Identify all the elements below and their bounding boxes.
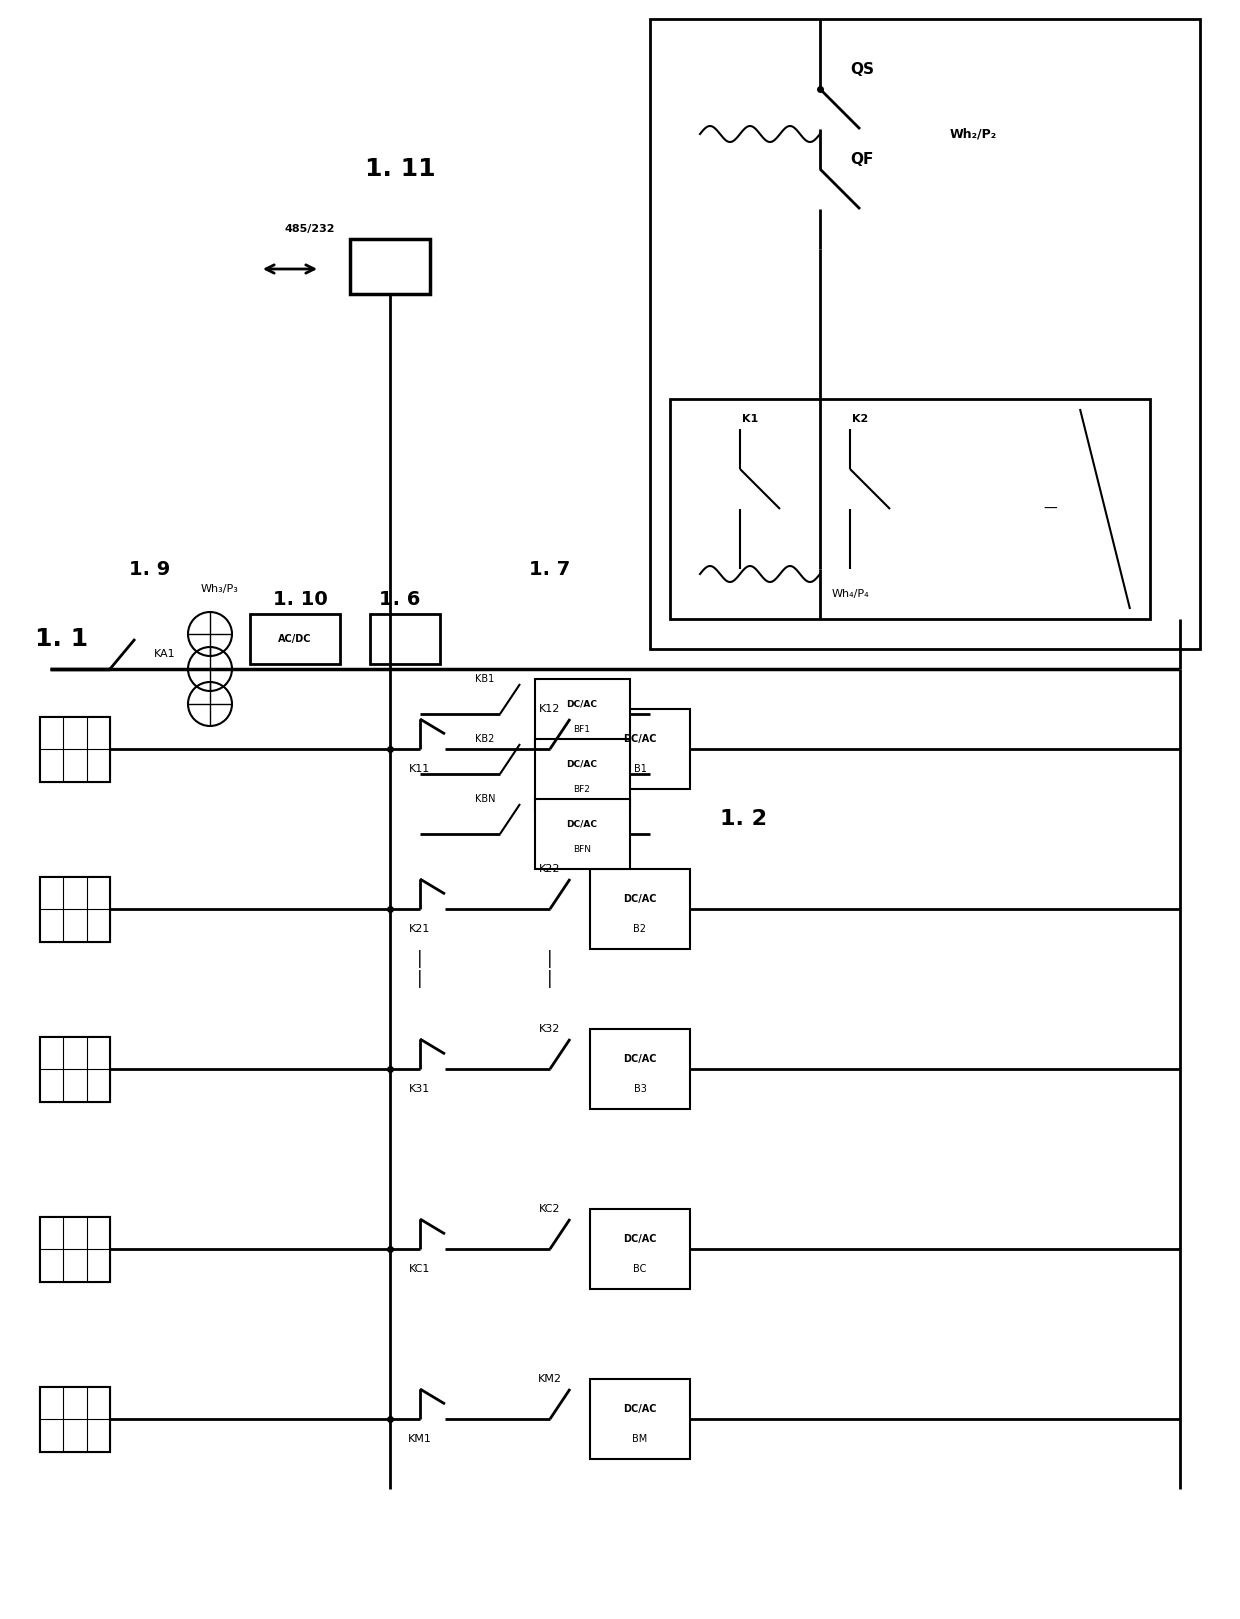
- Text: B2: B2: [634, 924, 646, 934]
- Bar: [40, 1216, 110, 1282]
- Text: DC/AC: DC/AC: [624, 1404, 657, 1413]
- Text: BFN: BFN: [573, 845, 591, 853]
- Text: |: |: [547, 970, 553, 988]
- Text: KB1: KB1: [475, 674, 495, 683]
- Bar: [350, 240, 430, 295]
- Text: QS: QS: [849, 62, 874, 76]
- Text: DC/AC: DC/AC: [624, 1054, 657, 1064]
- Bar: [590, 709, 689, 788]
- Text: K11: K11: [409, 764, 430, 774]
- Bar: [40, 717, 110, 782]
- Text: K22: K22: [539, 865, 560, 874]
- Text: —: —: [1043, 502, 1056, 516]
- Bar: [370, 614, 440, 664]
- Text: DC/AC: DC/AC: [567, 819, 598, 829]
- Text: 1. 2: 1. 2: [720, 810, 768, 829]
- Text: 1. 10: 1. 10: [273, 589, 327, 609]
- Bar: [590, 1030, 689, 1109]
- Text: KB2: KB2: [475, 733, 495, 745]
- Text: DC/AC: DC/AC: [624, 894, 657, 903]
- Text: |: |: [417, 950, 423, 968]
- Text: 1. 11: 1. 11: [365, 157, 435, 181]
- Text: 1. 9: 1. 9: [129, 560, 171, 578]
- Text: 485/232: 485/232: [285, 223, 335, 235]
- Bar: [590, 1379, 689, 1459]
- Text: Wh₄/P₄: Wh₄/P₄: [831, 589, 869, 599]
- Bar: [40, 717, 110, 782]
- Text: DC/AC: DC/AC: [624, 1234, 657, 1243]
- Bar: [40, 876, 110, 942]
- Text: K21: K21: [409, 924, 430, 934]
- Bar: [40, 1036, 110, 1101]
- Text: Wh₃/P₃: Wh₃/P₃: [201, 584, 239, 594]
- Bar: [40, 1036, 110, 1101]
- Text: K1: K1: [742, 414, 758, 424]
- Bar: [670, 398, 1149, 618]
- Text: QF: QF: [849, 152, 873, 167]
- Bar: [650, 19, 1200, 649]
- Bar: [590, 1209, 689, 1289]
- Text: |: |: [417, 970, 423, 988]
- Text: KM2: KM2: [538, 1375, 562, 1384]
- Text: KA1: KA1: [154, 649, 176, 659]
- Text: AC/DC: AC/DC: [278, 635, 311, 644]
- Text: BM: BM: [632, 1434, 647, 1444]
- Bar: [40, 1216, 110, 1282]
- Bar: [40, 876, 110, 942]
- Bar: [40, 1386, 110, 1452]
- Text: K2: K2: [852, 414, 868, 424]
- Text: 1. 1: 1. 1: [35, 627, 88, 651]
- Text: BF2: BF2: [574, 785, 590, 793]
- Text: K12: K12: [539, 704, 560, 714]
- Text: KBN: KBN: [475, 793, 495, 805]
- Text: BC: BC: [634, 1264, 647, 1274]
- Bar: [590, 869, 689, 949]
- Text: KC1: KC1: [409, 1264, 430, 1274]
- Text: Wh₂/P₂: Wh₂/P₂: [950, 128, 997, 141]
- Bar: [534, 678, 630, 750]
- Bar: [534, 738, 630, 810]
- Text: K31: K31: [409, 1085, 430, 1094]
- Bar: [40, 1386, 110, 1452]
- Text: K32: K32: [539, 1023, 560, 1035]
- Text: BF1: BF1: [573, 724, 590, 733]
- Text: 1. 7: 1. 7: [529, 560, 570, 578]
- Bar: [534, 800, 630, 869]
- Text: B1: B1: [634, 764, 646, 774]
- Text: DC/AC: DC/AC: [567, 759, 598, 769]
- Bar: [250, 614, 340, 664]
- Text: DC/AC: DC/AC: [567, 699, 598, 709]
- Text: DC/AC: DC/AC: [624, 733, 657, 745]
- Text: |: |: [547, 950, 553, 968]
- Text: B3: B3: [634, 1085, 646, 1094]
- Text: KM1: KM1: [408, 1434, 432, 1444]
- Text: 1. 6: 1. 6: [379, 589, 420, 609]
- Text: KC2: KC2: [539, 1205, 560, 1214]
